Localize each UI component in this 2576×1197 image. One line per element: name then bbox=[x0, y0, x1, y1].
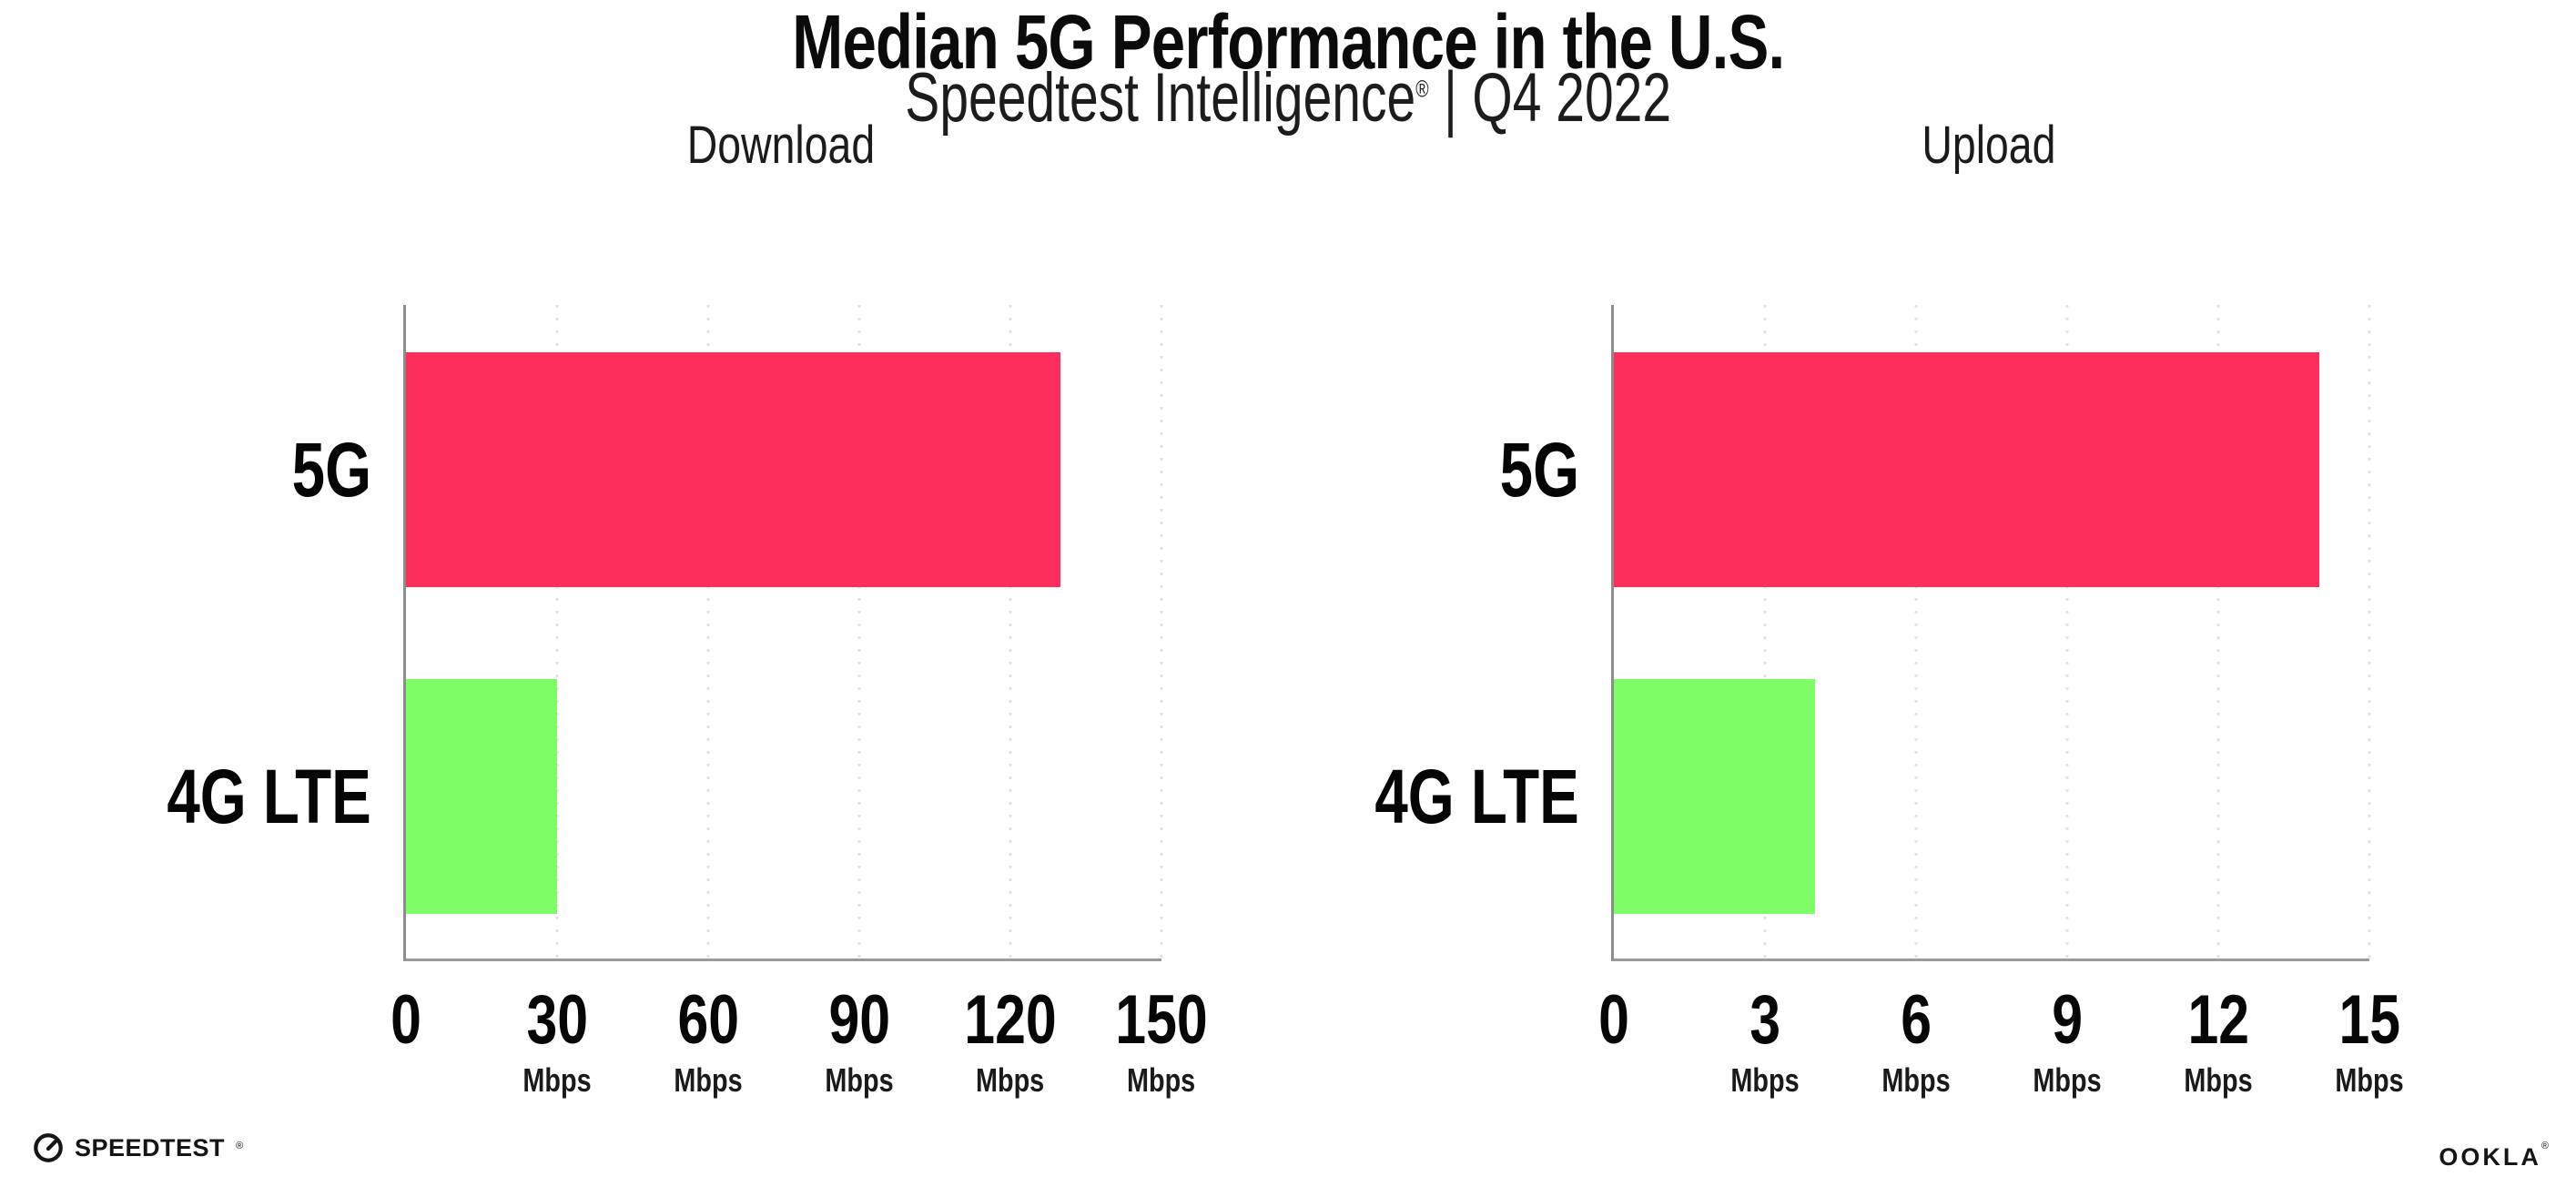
subtitle-brand: Speedtest Intelligence bbox=[905, 59, 1416, 137]
x-tick: 120 Mbps bbox=[953, 986, 1069, 1097]
gridline bbox=[2368, 305, 2371, 959]
x-tick-value: 3 bbox=[1749, 981, 1780, 1059]
x-tick-unit: Mbps bbox=[2184, 1061, 2253, 1099]
x-tick-value: 150 bbox=[1115, 981, 1208, 1059]
bar-4g-lte bbox=[1614, 679, 1816, 914]
x-tick-value: 12 bbox=[2187, 981, 2249, 1059]
x-tick-value: 0 bbox=[1598, 981, 1629, 1059]
gridline bbox=[555, 305, 559, 959]
subtitle-separator: | bbox=[1443, 56, 1457, 139]
page-title: Median 5G Performance in the U.S. bbox=[0, 2, 2576, 82]
x-tick: 0 bbox=[387, 986, 425, 1055]
speedtest-trademark: ® bbox=[236, 1140, 244, 1151]
x-tick-unit: Mbps bbox=[1127, 1061, 1196, 1099]
x-tick-value: 0 bbox=[390, 981, 421, 1059]
x-tick-value: 9 bbox=[2052, 981, 2083, 1059]
x-tick: 150 Mbps bbox=[1104, 986, 1220, 1097]
category-label-4g-lte: 4G LTE bbox=[167, 754, 371, 839]
x-tick-value: 30 bbox=[526, 981, 588, 1059]
x-tick-unit: Mbps bbox=[1881, 1061, 1951, 1099]
x-tick-unit: Mbps bbox=[976, 1061, 1045, 1099]
bar-4g-lte bbox=[406, 679, 557, 914]
chart-title-download-text: Download bbox=[686, 116, 876, 175]
gridline bbox=[1160, 305, 1163, 959]
x-tick-unit: Mbps bbox=[674, 1061, 743, 1099]
page-subtitle-text: Speedtest Intelligence® | Q4 2022 bbox=[905, 56, 1671, 139]
x-tick-value: 6 bbox=[1901, 981, 1932, 1059]
x-tick-value: 120 bbox=[964, 981, 1057, 1059]
x-tick: 0 bbox=[1595, 986, 1633, 1055]
gridline bbox=[2216, 305, 2220, 959]
subtitle-period: Q4 2022 bbox=[1472, 59, 1671, 137]
category-label-5g: 5G bbox=[291, 427, 371, 512]
x-tick: 15 Mbps bbox=[2327, 986, 2412, 1097]
x-tick: 3 Mbps bbox=[1722, 986, 1808, 1097]
x-tick: 6 Mbps bbox=[1873, 986, 1959, 1097]
gridline bbox=[2065, 305, 2069, 959]
gridline bbox=[1763, 305, 1767, 959]
x-tick: 90 Mbps bbox=[816, 986, 902, 1097]
x-tick-unit: Mbps bbox=[522, 1061, 592, 1099]
upload-plot-area: 0 3 Mbps 6 Mbps 9 Mbps 12 Mbps 15 Mbps 5G 4G LTE bbox=[1375, 305, 2404, 1097]
speedtest-logo: SPEEDTEST ® bbox=[33, 1132, 243, 1163]
gridline bbox=[1009, 305, 1012, 959]
page-subtitle: Speedtest Intelligence® | Q4 2022 bbox=[0, 56, 2576, 139]
page-title-text: Median 5G Performance in the U.S. bbox=[791, 0, 1785, 85]
x-tick-value: 60 bbox=[677, 981, 739, 1059]
ookla-wordmark: OOKLA bbox=[2439, 1143, 2541, 1171]
chart-title-download: Download bbox=[403, 117, 1159, 175]
x-tick: 9 Mbps bbox=[2024, 986, 2110, 1097]
x-tick-unit: Mbps bbox=[2033, 1061, 2102, 1099]
category-label-5g: 5G bbox=[1499, 427, 1579, 512]
x-tick-unit: Mbps bbox=[1730, 1061, 1800, 1099]
x-tick: 12 Mbps bbox=[2175, 986, 2261, 1097]
registered-mark: ® bbox=[1415, 75, 1429, 103]
speedtest-gauge-icon bbox=[34, 1133, 63, 1162]
speedtest-wordmark: SPEEDTEST bbox=[75, 1133, 226, 1161]
bar-5g bbox=[1614, 352, 2319, 587]
chart-title-upload: Upload bbox=[1611, 117, 2367, 175]
x-tick-unit: Mbps bbox=[2335, 1061, 2404, 1099]
gridline bbox=[1914, 305, 1918, 959]
download-plot-area: 0 30 Mbps 60 Mbps 90 Mbps 120 Mbps 150 Mbps 5G 4G LT… bbox=[167, 305, 1208, 1097]
chart-title-upload-text: Upload bbox=[1922, 116, 2056, 175]
download-chart: Download 0 30 Mbps 60 Mbps 90 Mbps 120 Mbps 150 Mb… bbox=[167, 0, 1208, 1197]
x-tick: 30 Mbps bbox=[514, 986, 600, 1097]
category-label-4g-lte: 4G LTE bbox=[1374, 754, 1579, 839]
gridline bbox=[706, 305, 710, 959]
x-tick-unit: Mbps bbox=[825, 1061, 894, 1099]
x-tick-value: 15 bbox=[2338, 981, 2400, 1059]
x-tick: 60 Mbps bbox=[665, 986, 751, 1097]
bar-5g bbox=[406, 352, 1061, 587]
upload-chart: Upload 0 3 Mbps 6 Mbps 9 Mbps 12 Mbps 15 Mbps 5G 4G … bbox=[1375, 0, 2404, 1197]
x-tick-value: 90 bbox=[828, 981, 890, 1059]
ookla-logo: OOKLA® bbox=[2439, 1141, 2549, 1172]
gridline bbox=[857, 305, 861, 959]
ookla-trademark: ® bbox=[2541, 1141, 2549, 1151]
